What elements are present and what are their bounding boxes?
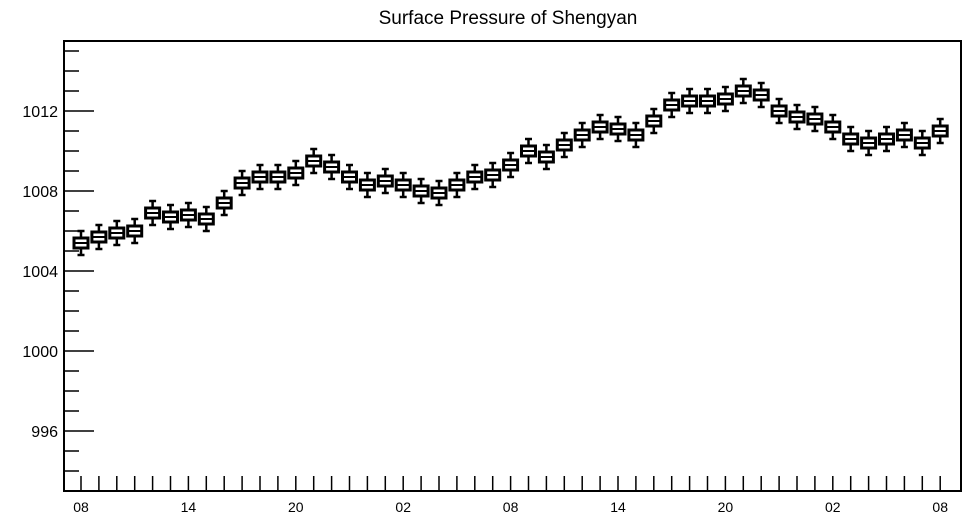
box-glyph xyxy=(860,129,878,157)
box-glyph xyxy=(806,105,824,133)
box-glyph xyxy=(716,85,734,113)
box-glyph xyxy=(394,171,412,199)
box-glyph xyxy=(90,223,108,251)
box-glyph xyxy=(126,217,144,245)
x-tick-label: 14 xyxy=(610,499,626,515)
plot-frame xyxy=(63,40,962,492)
y-tick-label: 1012 xyxy=(22,104,58,121)
y-tick-label: 996 xyxy=(31,424,58,441)
box-glyph xyxy=(788,103,806,131)
box-glyph xyxy=(323,153,341,181)
box-glyph xyxy=(609,115,627,143)
box-glyph xyxy=(752,81,770,109)
box-glyph xyxy=(663,91,681,119)
box-glyph xyxy=(555,131,573,159)
box-series xyxy=(72,77,949,257)
x-tick-label: 20 xyxy=(718,499,734,515)
box-glyph xyxy=(895,121,913,149)
box-glyph xyxy=(520,137,537,165)
y-axis: 996 1000 1004 1008 1012 xyxy=(22,50,94,492)
box-glyph xyxy=(233,169,251,197)
box-glyph xyxy=(537,143,555,171)
box-glyph xyxy=(645,107,663,135)
box-glyph xyxy=(824,113,842,141)
box-glyph xyxy=(681,87,699,115)
box-glyph xyxy=(699,87,716,115)
box-glyph xyxy=(842,125,860,153)
box-glyph xyxy=(197,205,215,233)
x-tick-label: 20 xyxy=(288,499,304,515)
box-glyph xyxy=(269,163,287,191)
box-glyph xyxy=(448,171,466,199)
box-glyph xyxy=(770,97,788,125)
box-glyph xyxy=(466,163,484,191)
box-glyph xyxy=(573,121,591,149)
box-glyph xyxy=(430,179,448,207)
box-glyph xyxy=(931,117,949,145)
box-glyph xyxy=(878,125,895,153)
box-glyph xyxy=(215,189,233,217)
y-tick-label: 1004 xyxy=(22,264,58,281)
box-glyph xyxy=(627,121,645,149)
box-glyph xyxy=(376,167,394,195)
x-tick-label: 02 xyxy=(825,499,841,515)
box-glyph xyxy=(913,129,931,157)
box-glyph xyxy=(287,159,305,187)
box-glyph xyxy=(305,147,323,175)
box-glyph xyxy=(591,113,609,141)
box-glyph xyxy=(358,171,376,199)
box-glyph xyxy=(734,77,752,105)
box-glyph xyxy=(251,163,269,191)
x-tick-label: 14 xyxy=(181,499,197,515)
box-glyph xyxy=(502,151,520,179)
box-glyph xyxy=(144,199,162,227)
box-glyph xyxy=(484,161,502,189)
box-glyph xyxy=(162,203,179,231)
x-tick-label: 02 xyxy=(395,499,411,515)
box-glyph xyxy=(72,229,90,257)
box-glyph xyxy=(108,219,126,247)
box-glyph xyxy=(412,177,430,205)
y-tick-label: 1000 xyxy=(22,344,58,361)
x-tick-label: 08 xyxy=(932,499,948,515)
box-glyph xyxy=(179,201,197,229)
x-tick-label: 08 xyxy=(73,499,89,515)
x-tick-label: 08 xyxy=(503,499,519,515)
x-axis: 08 14 20 02 08 14 20 02 08 xyxy=(73,476,948,515)
box-glyph xyxy=(341,163,358,191)
y-tick-label: 1008 xyxy=(22,184,58,201)
chart-title: Surface Pressure of Shengyan xyxy=(379,8,638,29)
